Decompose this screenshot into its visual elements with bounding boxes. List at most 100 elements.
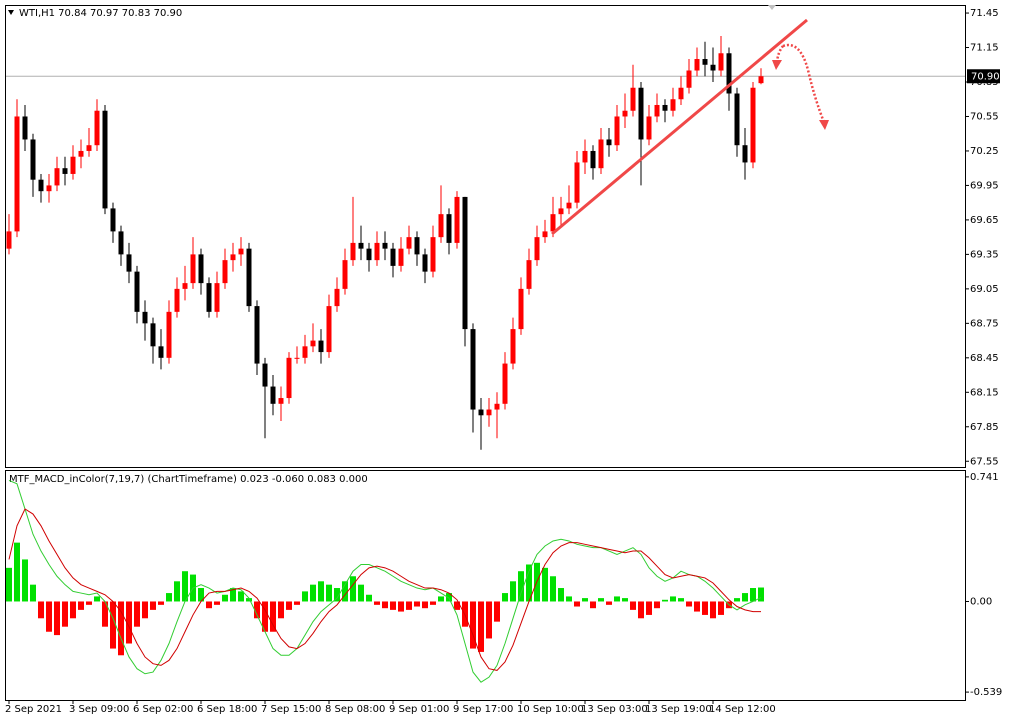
y-tick-label: 68.75 xyxy=(970,318,999,329)
macd-bar xyxy=(598,598,604,602)
macd-bar xyxy=(742,593,748,602)
macd-bar xyxy=(622,598,628,602)
candle-body xyxy=(398,248,404,266)
forecast-arrow xyxy=(782,43,826,123)
candle-body xyxy=(230,254,236,261)
y-tick-label: 67.55 xyxy=(970,456,999,467)
candle-body xyxy=(406,237,412,249)
macd-bar xyxy=(30,584,36,602)
candle-body xyxy=(670,99,676,111)
candle-body xyxy=(174,288,180,312)
candle-body xyxy=(366,248,372,261)
macd-bar xyxy=(702,601,708,615)
macd-bar xyxy=(454,601,460,610)
macd-bar xyxy=(438,596,444,602)
macd-bar xyxy=(286,601,292,610)
x-tick-label: 6 Sep 02:00 xyxy=(133,704,193,715)
macd-bar xyxy=(758,587,764,602)
candle-body xyxy=(726,53,732,94)
macd-bar xyxy=(654,601,660,609)
macd-bar xyxy=(566,596,572,602)
macd-bar xyxy=(398,601,404,612)
x-tick-label: 9 Sep 01:00 xyxy=(389,704,449,715)
candle-body xyxy=(222,260,228,284)
candle-body xyxy=(654,104,660,117)
candle-body xyxy=(742,145,748,163)
candle-body xyxy=(182,283,188,289)
macd-bar xyxy=(694,601,700,612)
candle-body xyxy=(374,242,380,261)
candle-body xyxy=(326,306,332,353)
candle-body xyxy=(702,59,708,65)
x-tick-label: 2 Sep 2021 xyxy=(5,704,62,715)
candle-body xyxy=(358,242,364,249)
candle-body xyxy=(158,346,164,358)
macd-header: MTF_MACD_inColor(7,19,7) (ChartTimeframe… xyxy=(9,474,368,485)
x-tick-label: 14 Sep 12:00 xyxy=(709,704,776,715)
candle-body xyxy=(430,237,436,272)
macd-bar xyxy=(686,601,692,607)
macd-bar xyxy=(326,584,332,602)
macd-signal-line xyxy=(8,508,761,671)
x-tick-label: 9 Sep 17:00 xyxy=(453,704,513,715)
macd-bar xyxy=(582,598,588,602)
candle-body xyxy=(142,311,148,324)
macd-bar xyxy=(302,591,308,602)
candle-body xyxy=(710,64,716,71)
candle-body xyxy=(254,306,260,364)
macd-bar xyxy=(414,601,420,607)
macd-bar xyxy=(734,598,740,602)
candle-body xyxy=(54,168,60,186)
candle-body xyxy=(454,196,460,243)
macd-bar xyxy=(350,576,356,602)
candle-body xyxy=(126,254,132,272)
macd-bar xyxy=(558,588,564,602)
candle-body xyxy=(446,214,452,243)
candle-body xyxy=(206,283,212,312)
macd-bar xyxy=(158,601,164,605)
x-tick-label: 8 Sep 08:00 xyxy=(325,704,385,715)
macd-bar xyxy=(54,601,60,636)
candle-body xyxy=(270,386,276,404)
price-panel xyxy=(5,5,966,468)
macd-bar xyxy=(214,601,220,605)
candle-body xyxy=(478,409,484,416)
macd-panel xyxy=(5,470,966,701)
macd-bar xyxy=(238,591,244,602)
candle-body xyxy=(86,145,92,151)
candle-body xyxy=(598,139,604,169)
candle-body xyxy=(22,116,28,140)
plot-layer: 71.4571.1570.8570.5570.2569.9569.6569.35… xyxy=(5,8,1002,715)
candle-body xyxy=(646,116,652,140)
macd-bar xyxy=(526,564,532,602)
macd-bar xyxy=(630,601,636,610)
candle-body xyxy=(718,53,724,71)
candle-body xyxy=(294,357,300,359)
candle-body xyxy=(470,329,476,410)
macd-bar xyxy=(246,598,252,602)
y-tick-label: 70.25 xyxy=(970,146,999,157)
menu-arrow[interactable] xyxy=(8,10,14,15)
macd-bar xyxy=(542,567,548,602)
macd-bar xyxy=(366,594,372,602)
macd-bar xyxy=(86,601,92,605)
candle-body xyxy=(662,104,668,111)
macd-bar xyxy=(502,593,508,602)
candle-body xyxy=(62,168,68,174)
macd-bar xyxy=(382,601,388,609)
candle-body xyxy=(622,110,628,117)
x-tick-label: 3 Sep 09:00 xyxy=(69,704,129,715)
macd-bar xyxy=(518,571,524,602)
macd-bar xyxy=(46,601,52,632)
candle-body xyxy=(542,231,548,238)
macd-bar xyxy=(78,601,84,610)
candle-body xyxy=(606,139,612,146)
macd-bar xyxy=(614,596,620,602)
candle-body xyxy=(390,248,396,266)
y-tick-label: 68.45 xyxy=(970,353,999,364)
candle-body xyxy=(118,231,124,255)
macd-bar xyxy=(126,601,132,644)
candle-body xyxy=(750,87,756,163)
candle-body xyxy=(574,162,580,203)
candle-body xyxy=(382,242,388,249)
